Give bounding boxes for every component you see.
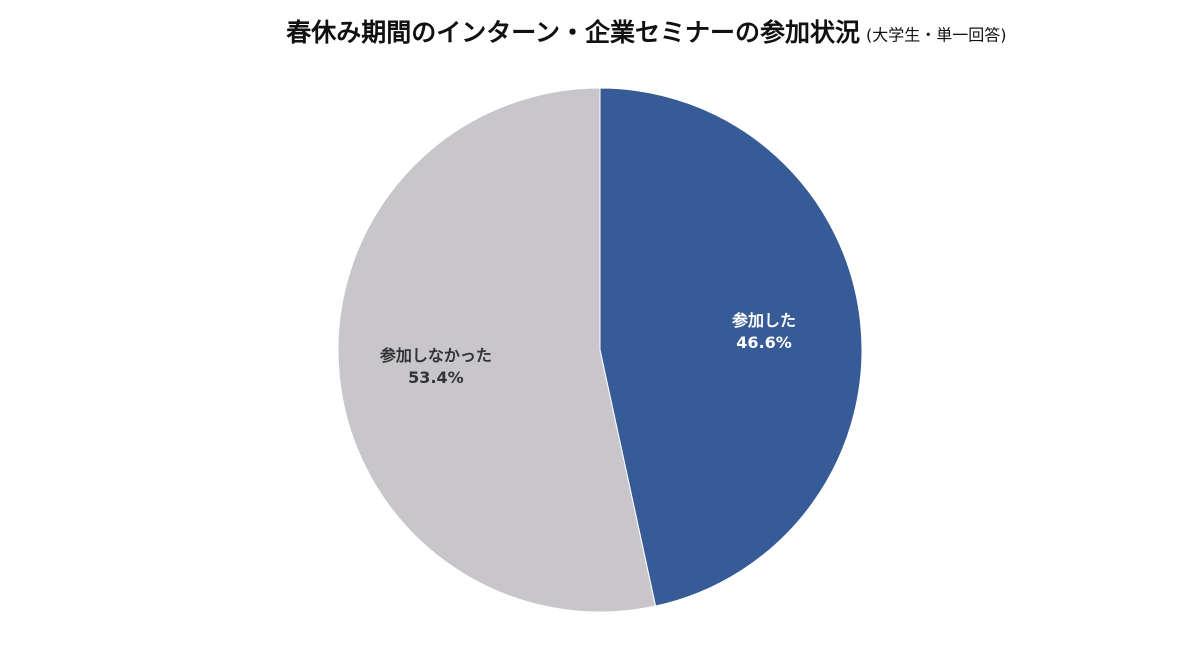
pie-slice (337, 87, 657, 613)
pie-slice (599, 87, 863, 607)
slice-value-label: 46.6% (736, 333, 792, 352)
slice-value-label: 53.4% (408, 368, 464, 387)
chart-title: 春休み期間のインターン・企業セミナーの参加状況 (286, 18, 860, 47)
slice-name: 参加しなかった (380, 346, 492, 365)
slice-name: 参加した (732, 311, 796, 330)
chart-subtitle: (大学生・単一回答) (866, 26, 1007, 45)
